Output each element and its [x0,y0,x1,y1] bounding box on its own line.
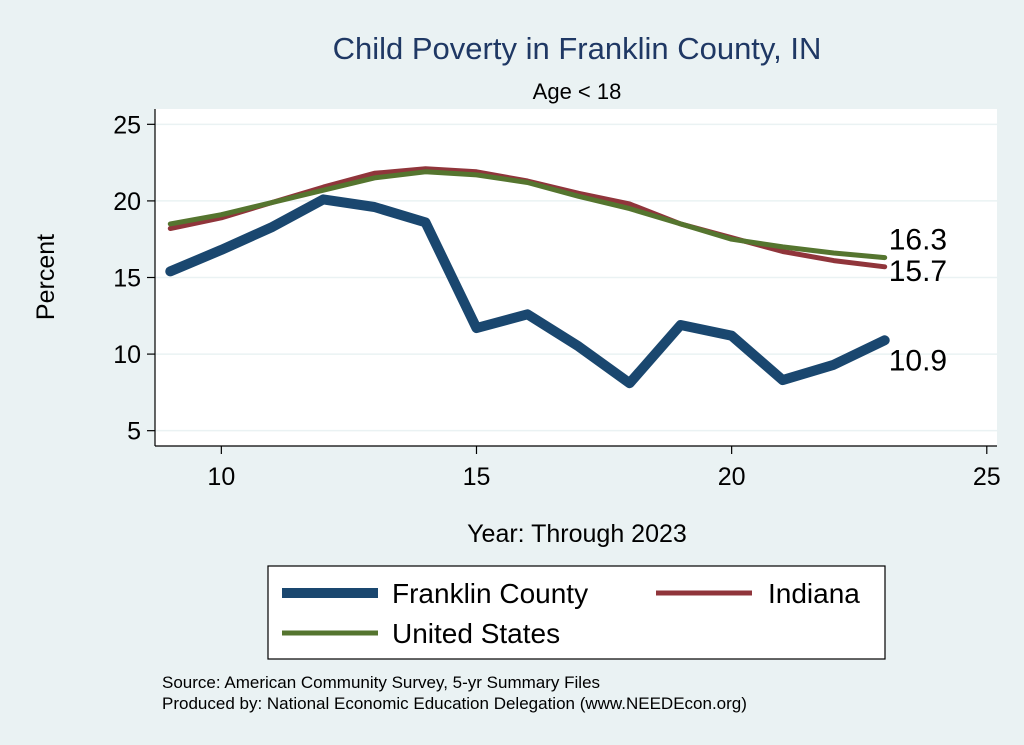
x-tick-label: 15 [463,463,491,491]
y-tick-label: 15 [113,265,141,293]
y-tick-label: 5 [127,418,141,446]
data-point [272,226,273,227]
data-point [527,314,528,315]
data-point [323,190,324,191]
data-point [425,171,426,172]
data-point [374,173,375,174]
end-labels: 10.9 15.716.3 [889,224,947,378]
data-point [578,196,579,197]
x-tick-label: 20 [718,463,746,491]
producer-note: Produced by: National Economic Education… [162,694,747,713]
data-point [833,364,834,365]
data-point [680,223,681,224]
data-point [425,222,426,223]
franklin-county-line [165,194,890,389]
data-point [476,174,477,175]
end-label-franklin: 10.9 [889,344,947,377]
y-tick-label: 25 [113,111,141,139]
data-point [731,239,732,240]
data-point [731,335,732,336]
data-point [323,199,324,200]
data-point [782,380,783,381]
data-point [425,168,426,169]
data-point [476,171,477,172]
data-point [374,177,375,178]
data-point [170,228,171,229]
data-point [221,214,222,215]
data-point [323,187,324,188]
data-point [884,266,885,267]
data-point [476,328,477,329]
end-label-indiana: 15.7 [889,255,947,288]
data-point [833,260,834,261]
data-point [629,203,630,204]
y-tick-label: 20 [113,188,141,216]
data-point [782,246,783,247]
data-point [221,217,222,218]
legend-label-franklin: Franklin County [392,578,588,609]
tick-labels: 5 10 15 20 25 10 15 20 25 [113,111,1001,491]
legend-box [267,565,886,660]
chart-title: Child Poverty in Franklin County, IN [333,31,822,66]
data-point [629,208,630,209]
x-tick-label: 25 [973,463,1001,491]
data-point [884,340,885,341]
y-axis-label: Percent [32,234,60,320]
data-point [782,251,783,252]
x-axis-label: Year: Through 2023 [467,520,687,548]
data-point [170,271,171,272]
data-point [833,252,834,253]
grid [155,123,997,432]
source-note: Source: American Community Survey, 5-yr … [162,673,600,692]
end-label-us: 16.3 [889,224,947,257]
legend: Franklin County Indiana United States [267,565,886,660]
x-tick-label: 10 [207,463,235,491]
data-point [527,182,528,183]
data-point [578,193,579,194]
data-point [272,202,273,203]
y-tick-label: 10 [113,341,141,369]
united-states-line [167,169,888,261]
legend-label-indiana: Indiana [768,578,860,609]
data-point [374,207,375,208]
data-point [629,383,630,384]
data-point [221,249,222,250]
data-point [884,257,885,258]
axes [147,109,997,454]
series-lines [165,166,890,389]
legend-label-us: United States [392,618,560,649]
data-point [680,324,681,325]
data-point [170,223,171,224]
data-point [578,346,579,347]
chart-subtitle: Age < 18 [533,79,622,104]
